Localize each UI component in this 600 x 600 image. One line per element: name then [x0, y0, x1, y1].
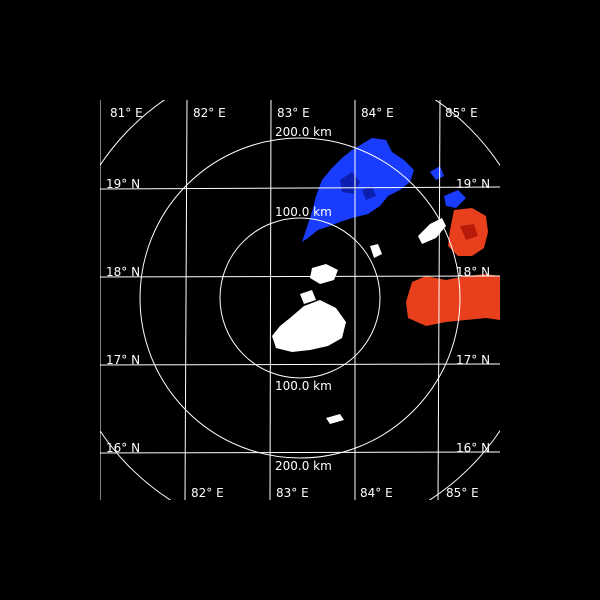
lon-label-top-82e: 82° E	[193, 106, 226, 120]
lon-label-bottom-82e: 82° E	[191, 486, 224, 500]
parallel-16n	[100, 451, 500, 454]
range-label-100km-top: 100.0 km	[275, 205, 332, 219]
parallel-18n	[100, 275, 500, 278]
lon-label-top-84e: 84° E	[361, 106, 394, 120]
range-label-200km-bottom: 200.0 km	[275, 459, 332, 473]
range-label-100km-bottom: 100.0 km	[275, 379, 332, 393]
range-rings	[100, 100, 500, 500]
lat-label-left-18n: 18° N	[106, 265, 140, 279]
lon-label-bottom-84e: 84° E	[360, 486, 393, 500]
lat-label-right-16n: 16° N	[456, 441, 490, 455]
lat-label-left-16n: 16° N	[106, 441, 140, 455]
meridian-83e	[269, 100, 272, 500]
lon-label-bottom-85e: 85° E	[446, 486, 479, 500]
lat-label-right-17n: 17° N	[456, 353, 490, 367]
meridian-82e	[184, 100, 188, 500]
parallel-19n	[100, 186, 500, 190]
lon-label-top-81e: 81° E	[110, 106, 143, 120]
parallel-17n	[100, 363, 500, 366]
range-ring-200km	[139, 137, 461, 459]
lat-label-left-19n: 19° N	[106, 177, 140, 191]
receding-echo-core	[460, 224, 478, 240]
lon-label-bottom-83e: 83° E	[276, 486, 309, 500]
lon-label-top-83e: 83° E	[277, 106, 310, 120]
graticule	[100, 100, 500, 500]
range-ring-100km	[219, 217, 381, 379]
approaching-echo-region	[302, 138, 466, 242]
lat-label-left-17n: 17° N	[106, 353, 140, 367]
lat-label-right-18n: 18° N	[456, 265, 490, 279]
near-zero-echo-region	[272, 218, 446, 424]
lon-label-top-85e: 85° E	[445, 106, 478, 120]
lat-label-right-19n: 19° N	[456, 177, 490, 191]
receding-echo-region	[406, 208, 500, 326]
meridian-85e	[437, 100, 441, 500]
range-label-200km-top: 200.0 km	[275, 125, 332, 139]
